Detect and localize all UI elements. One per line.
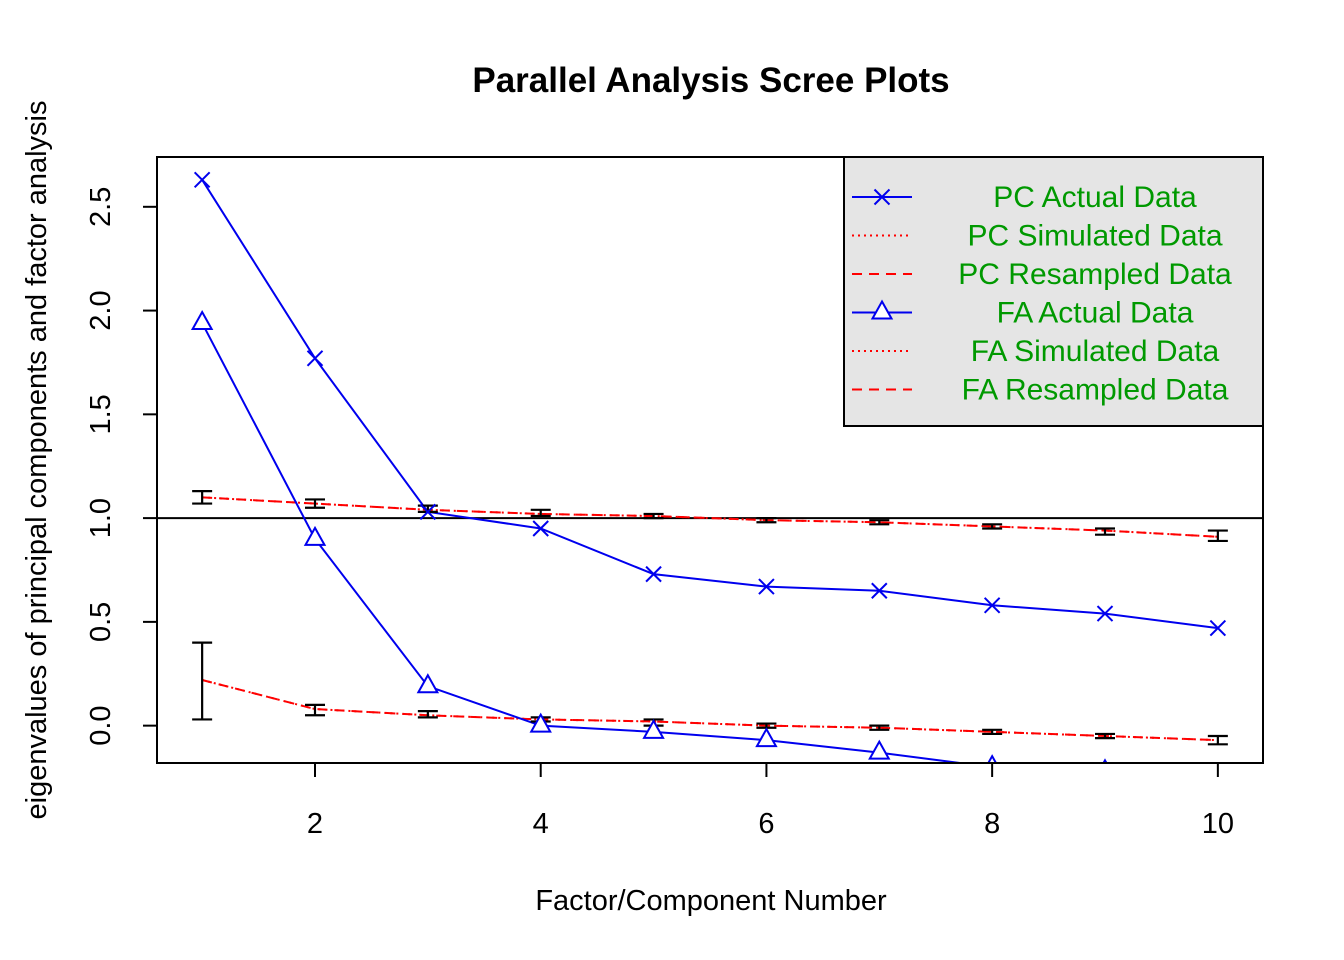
legend-label: PC Resampled Data: [958, 258, 1232, 291]
y-tick-label-1.0: 1.0: [85, 498, 117, 538]
data-point-pc-actual-data-3: [419, 503, 437, 521]
cross-stroke-b: [419, 503, 437, 521]
data-point-fa-actual-data-3: [416, 673, 440, 694]
chart-title: Parallel Analysis Scree Plots: [472, 61, 949, 100]
error-bar-pc-resampled-data-6: [756, 517, 777, 524]
data-point-pc-actual-data-9: [1096, 605, 1114, 622]
error-bar-pc-resampled-data-2: [305, 498, 325, 509]
y-axis-label: eigenvalues of principal components and …: [21, 101, 53, 820]
series-line-fa-actual-data: [201, 322, 968, 763]
cross-stroke-b: [873, 188, 891, 206]
legend-item-fa-simulated-data: FA Simulated Data: [852, 335, 1220, 368]
legend-swatch-triangle: [870, 299, 894, 320]
error-bar-fa-resampled-data-9: [1095, 732, 1115, 740]
error-bar-fa-resampled-data-1: [192, 641, 213, 721]
legend-label: PC Simulated Data: [967, 220, 1222, 253]
legend-item-fa-actual-data: FA Actual Data: [852, 297, 1194, 330]
cross-stroke-b: [758, 578, 775, 595]
cross-stroke-b: [193, 171, 211, 189]
series-line-fa-simulated-data: [201, 679, 1218, 742]
data-point-fa-actual-data-2: [303, 525, 327, 546]
error-bar-fa-resampled-data-7: [869, 724, 890, 731]
data-point-pc-actual-data-4: [532, 520, 549, 537]
legend-label: PC Actual Data: [993, 181, 1197, 214]
error-bar-pc-resampled-data-4: [530, 508, 551, 518]
error-bar-pc-resampled-data-8: [982, 523, 1003, 530]
data-point-fa-actual-data-8: [987, 754, 998, 763]
error-bar-fa-resampled-data-2: [305, 703, 325, 717]
data-point-pc-actual-data-5: [645, 565, 662, 583]
legend-swatch-cross: [873, 188, 891, 206]
data-point-pc-actual-data-8: [983, 597, 1001, 614]
plot-area: [157, 171, 1263, 763]
cross-stroke-b: [871, 582, 888, 599]
plot-frame: [156, 156, 1264, 764]
legend-box: [843, 156, 1264, 427]
legend-item-pc-simulated-data: PC Simulated Data: [852, 220, 1223, 253]
data-point-pc-actual-data-2: [306, 350, 324, 367]
error-bar-pc-resampled-data-1: [192, 490, 213, 505]
series-line-pc-simulated-data: [202, 496, 1218, 538]
legend-item-fa-resampled-data: FA Resampled Data: [852, 374, 1229, 407]
data-point-pc-actual-data-10: [1209, 619, 1227, 637]
legend-label: FA Simulated Data: [971, 335, 1220, 368]
legend-item-pc-resampled-data: PC Resampled Data: [852, 258, 1232, 291]
axes: 2 4 6 8 10 0.0 0.5 1.0 1.5 2.0 2.5: [85, 156, 1264, 840]
data-point-pc-actual-data-1: [193, 171, 211, 189]
error-bar-pc-resampled-data-9: [1095, 527, 1115, 536]
cross-stroke-b: [532, 520, 549, 537]
x-tick-label-4: 4: [533, 808, 549, 840]
series-line-pc-actual-data: [201, 179, 1218, 630]
cross-stroke-b: [1096, 605, 1114, 622]
error-bar-pc-resampled-data-7: [869, 519, 890, 526]
data-point-pc-actual-data-7: [871, 582, 888, 599]
data-point-fa-actual-data-5: [642, 718, 665, 739]
plot-content: [157, 171, 1263, 763]
data-point-fa-actual-data-1: [190, 309, 214, 331]
x-tick-label-10: 10: [1202, 808, 1234, 840]
series-line-fa-resampled-data: [201, 679, 1218, 742]
series-line-pc-resampled-data: [202, 496, 1218, 538]
x-axis-label: Factor/Component Number: [535, 885, 887, 917]
y-tick-label-2.0: 2.0: [85, 290, 117, 330]
cross-stroke-b: [983, 597, 1001, 614]
cross-stroke-b: [1209, 619, 1227, 637]
x-tick-label-6: 6: [758, 808, 774, 840]
legend-label: FA Actual Data: [997, 297, 1194, 330]
data-point-fa-actual-data-6: [755, 727, 778, 748]
error-bar-fa-resampled-data-10: [1207, 734, 1228, 746]
y-tick-label-2.5: 2.5: [85, 187, 117, 227]
error-bar-pc-resampled-data-10: [1207, 529, 1228, 543]
data-point-fa-actual-data-4: [529, 712, 552, 733]
cross-stroke-b: [306, 350, 324, 367]
data-point-fa-actual-data-7: [868, 739, 891, 760]
cross-stroke-b: [645, 565, 662, 583]
error-bar-pc-resampled-data-5: [643, 512, 664, 520]
legend-label: FA Resampled Data: [962, 374, 1229, 407]
x-tick-label-2: 2: [307, 808, 323, 840]
legend-item-pc-actual-data: PC Actual Data: [852, 181, 1197, 214]
y-tick-label-0.5: 0.5: [85, 602, 117, 642]
legend: PC Actual Data PC Simulated Data PC Resamp…: [843, 156, 1264, 427]
x-tick-label-8: 8: [984, 808, 1000, 840]
y-tick-label-0.0: 0.0: [85, 705, 117, 745]
error-bar-fa-resampled-data-8: [982, 728, 1003, 736]
y-tick-label-1.5: 1.5: [85, 394, 117, 434]
data-point-pc-actual-data-6: [758, 578, 775, 595]
error-bar-fa-resampled-data-3: [417, 710, 438, 719]
